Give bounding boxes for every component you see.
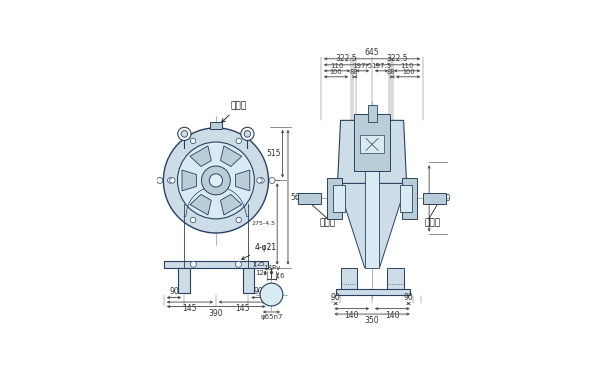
Polygon shape — [221, 194, 242, 215]
Bar — [341, 268, 357, 289]
Polygon shape — [182, 170, 196, 191]
Text: 90: 90 — [254, 287, 263, 296]
Circle shape — [259, 178, 264, 183]
Text: φ480: φ480 — [431, 194, 451, 203]
Circle shape — [190, 261, 196, 267]
Circle shape — [269, 177, 275, 183]
Text: 645: 645 — [365, 48, 379, 57]
Text: 90: 90 — [169, 287, 179, 296]
Text: 4-φ21: 4-φ21 — [242, 243, 277, 259]
Text: φ65n7: φ65n7 — [260, 314, 283, 320]
Text: 322.5: 322.5 — [387, 54, 409, 63]
Bar — [387, 268, 404, 289]
Bar — [242, 268, 254, 293]
Text: 88: 88 — [386, 69, 395, 75]
Text: 入力軸: 入力軸 — [425, 218, 441, 227]
Circle shape — [202, 166, 230, 195]
Bar — [360, 135, 384, 153]
Text: 275-4.5: 275-4.5 — [251, 222, 275, 227]
Text: 140: 140 — [385, 311, 400, 320]
Text: 560: 560 — [290, 193, 305, 202]
Polygon shape — [190, 146, 211, 167]
Text: 100: 100 — [330, 69, 343, 75]
Bar — [400, 185, 412, 212]
Text: 端子台: 端子台 — [221, 101, 247, 122]
Text: 515: 515 — [266, 149, 281, 158]
Circle shape — [190, 138, 196, 144]
Circle shape — [257, 178, 262, 183]
Circle shape — [181, 131, 188, 137]
Text: 6: 6 — [279, 273, 284, 278]
Circle shape — [167, 178, 173, 183]
Text: 18Pv: 18Pv — [263, 265, 280, 271]
Bar — [402, 178, 417, 219]
Circle shape — [236, 217, 241, 223]
Text: 出力軸: 出力軸 — [320, 218, 335, 227]
Circle shape — [209, 174, 223, 187]
Circle shape — [190, 217, 196, 223]
Text: 140: 140 — [344, 311, 359, 320]
Polygon shape — [221, 146, 242, 167]
Polygon shape — [338, 183, 407, 268]
Circle shape — [157, 177, 163, 183]
Bar — [368, 105, 377, 122]
Text: 90: 90 — [331, 293, 341, 302]
Circle shape — [178, 142, 254, 219]
Text: 145: 145 — [182, 304, 197, 313]
Text: 12: 12 — [255, 270, 263, 276]
Bar — [164, 261, 268, 268]
Circle shape — [241, 127, 254, 140]
Text: 197.5: 197.5 — [371, 63, 392, 69]
Circle shape — [170, 178, 175, 183]
Circle shape — [236, 138, 241, 144]
Text: 100: 100 — [402, 69, 415, 75]
Polygon shape — [190, 194, 211, 215]
Polygon shape — [338, 121, 407, 183]
Text: 390: 390 — [209, 308, 224, 318]
Bar — [333, 185, 345, 212]
Bar — [210, 122, 221, 129]
Bar — [336, 289, 410, 294]
Text: 350: 350 — [365, 316, 379, 325]
Text: 145: 145 — [235, 304, 250, 313]
Bar — [178, 268, 190, 293]
Circle shape — [163, 128, 268, 233]
Circle shape — [260, 283, 283, 306]
Bar — [354, 114, 390, 172]
Circle shape — [235, 261, 241, 267]
Text: 90: 90 — [404, 293, 413, 302]
Text: 110: 110 — [400, 63, 414, 69]
Bar — [298, 193, 321, 204]
Text: 88: 88 — [349, 69, 358, 75]
Bar — [365, 126, 379, 268]
Text: 322.5: 322.5 — [336, 54, 358, 63]
Circle shape — [244, 131, 251, 137]
Bar — [327, 178, 342, 219]
Polygon shape — [235, 170, 250, 191]
Text: 110: 110 — [331, 63, 344, 69]
Circle shape — [178, 127, 191, 140]
Text: 25: 25 — [257, 261, 265, 267]
Text: 197.5: 197.5 — [353, 63, 373, 69]
Bar — [423, 193, 446, 204]
